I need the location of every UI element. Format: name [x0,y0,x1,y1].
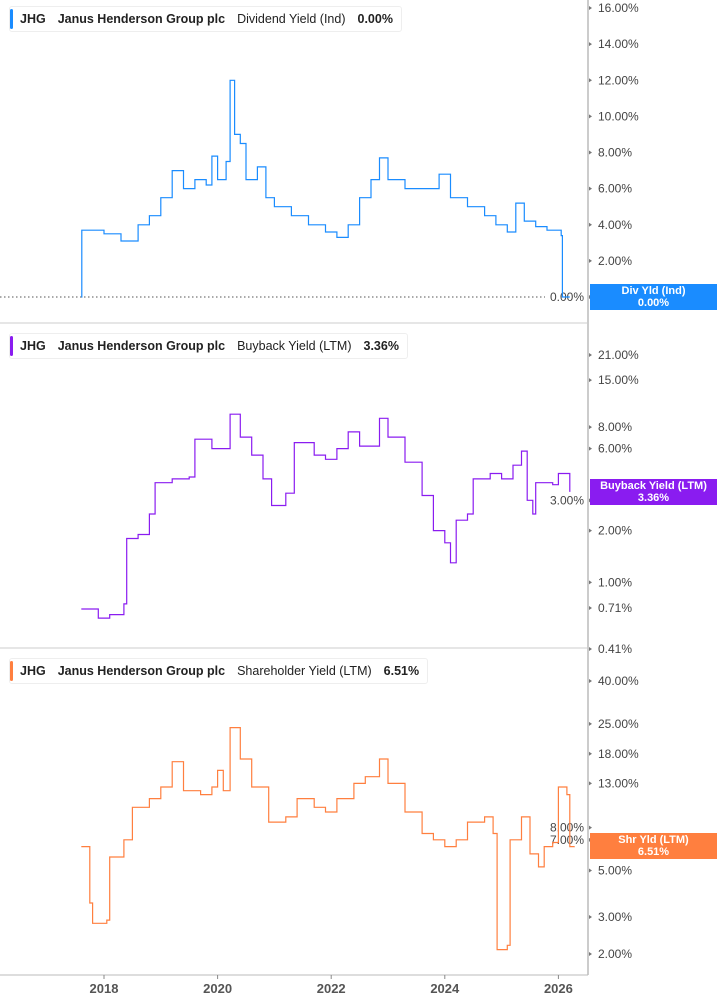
legend-company: Janus Henderson Group plc [57,664,226,678]
y-tick-label: 21.00% [598,348,639,362]
series-line [81,413,571,619]
legend[interactable]: JHG Janus Henderson Group plc Shareholde… [9,658,429,684]
y-tick-label: 2.00% [598,524,632,538]
y-tick-label-bg [545,492,585,508]
legend-metric: Shareholder Yield (LTM) [237,664,372,678]
y-tick-label: 0.41% [598,642,632,656]
legend[interactable]: JHG Janus Henderson Group plc Buyback Yi… [9,333,408,359]
legend-company: Janus Henderson Group plc [57,339,226,353]
y-tick-mark [589,868,592,873]
badge-value: 0.00% [637,297,670,309]
badge-label: Div Yld (Ind) [621,285,686,297]
legend-company: Janus Henderson Group plc [57,12,226,26]
y-tick-label: 5.00% [598,863,632,877]
y-tick-label: 15.00% [598,373,639,387]
legend-metric: Buyback Yield (LTM) [237,339,352,353]
y-tick-label-bg [545,819,585,835]
y-tick-label: 25.00% [598,717,639,731]
y-tick-mark [589,150,592,155]
y-tick-mark [589,721,592,726]
y-tick-mark [589,378,592,383]
y-tick-label: 2.00% [598,947,632,961]
y-tick-label: 10.00% [598,109,639,123]
legend-ticker: JHG [20,12,46,26]
y-tick-label: 3.00% [550,493,584,507]
legend-value: 0.00% [357,12,393,26]
y-tick-mark [589,528,592,533]
legend-color-bar [10,336,13,356]
legend-ticker: JHG [20,664,46,678]
x-tick-label: 2022 [317,981,346,996]
y-tick-label: 1.00% [598,575,632,589]
series-line [81,727,575,951]
legend-color-bar [10,9,13,29]
y-tick-mark [589,186,592,191]
y-tick-label: 13.00% [598,776,639,790]
y-tick-label: 3.00% [598,910,632,924]
y-tick-label: 7.00% [550,833,584,847]
y-tick-mark [589,825,592,830]
y-tick-label: 14.00% [598,37,639,51]
y-tick-mark [589,222,592,227]
y-tick-mark [589,952,592,956]
badge-value: 3.36% [637,491,670,504]
y-tick-mark [589,425,592,430]
legend-metric: Dividend Yield (Ind) [237,12,346,26]
y-tick-mark [589,6,592,10]
y-tick-label: 8.00% [550,821,584,835]
last-value-badge: Div Yld (Ind) 0.00% [590,284,717,310]
x-tick-label: 2020 [203,981,232,996]
last-value-badge: Shr Yld (LTM) 6.51% [590,833,717,860]
y-tick-mark [589,679,592,683]
legend[interactable]: JHG Janus Henderson Group plc Dividend Y… [9,6,402,32]
y-tick-label: 16.00% [598,1,639,15]
badge-value: 6.51% [637,846,670,859]
y-tick-mark [589,605,592,610]
y-tick-mark [589,446,592,451]
y-tick-label: 6.00% [598,182,632,196]
y-tick-mark [589,915,592,920]
y-tick-label: 12.00% [598,73,639,87]
y-tick-mark [589,353,592,357]
y-tick-mark [589,647,592,651]
badge-label: Shr Yld (LTM) [618,834,689,847]
y-tick-mark [589,114,592,119]
y-tick-mark [589,781,592,786]
y-tick-mark [589,42,592,47]
y-tick-label: 4.00% [598,218,632,232]
last-value-badge: Buyback Yield (LTM) 3.36% [590,478,717,505]
x-tick-label: 2024 [430,981,460,996]
y-tick-mark [589,751,592,756]
y-tick-label: 6.00% [598,442,632,456]
x-tick-label: 2018 [90,981,119,996]
y-tick-label: 2.00% [598,254,632,268]
y-tick-label: 8.00% [598,146,632,160]
y-tick-label: 0.71% [598,601,632,615]
legend-color-bar [10,661,13,681]
y-tick-label: 40.00% [598,674,639,688]
y-tick-label: 18.00% [598,747,639,761]
y-tick-mark [589,78,592,83]
badge-label: Buyback Yield (LTM) [600,479,707,492]
series-line [81,79,570,298]
legend-value: 3.36% [363,339,399,353]
y-tick-mark [589,580,592,585]
x-tick-label: 2026 [544,981,573,996]
legend-value: 6.51% [383,664,420,678]
legend-ticker: JHG [20,339,46,353]
y-tick-label: 8.00% [598,420,632,434]
y-tick-mark [589,258,592,263]
